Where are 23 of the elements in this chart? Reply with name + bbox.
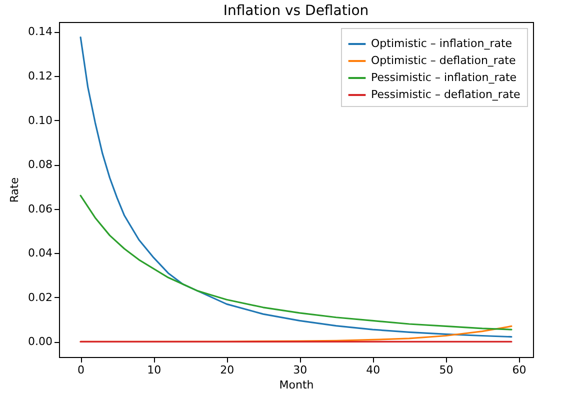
x-tick-label: 50 bbox=[439, 364, 454, 376]
y-tick-label: 0.04 bbox=[28, 246, 52, 260]
x-tick-label: 20 bbox=[220, 364, 234, 376]
legend-label: Optimistic – deflation_rate bbox=[371, 54, 516, 67]
x-tick-label: 10 bbox=[147, 364, 162, 376]
x-tick-label: 60 bbox=[512, 364, 526, 376]
y-tick-label: 0.14 bbox=[28, 25, 52, 38]
legend-label: Pessimistic – deflation_rate bbox=[371, 88, 521, 101]
y-tick-label: 0.06 bbox=[28, 202, 52, 216]
legend-label: Optimistic – inflation_rate bbox=[371, 37, 512, 50]
y-tick-label: 0.10 bbox=[28, 114, 52, 127]
chart-title: Inflation vs Deflation bbox=[223, 3, 369, 19]
x-axis-title: Month bbox=[279, 378, 314, 392]
y-tick-label: 0.12 bbox=[28, 70, 52, 83]
x-tick-label: 30 bbox=[293, 364, 308, 376]
x-tick-label: 40 bbox=[366, 364, 380, 376]
legend-label: Pessimistic – inflation_rate bbox=[371, 71, 517, 84]
y-axis-title: Rate bbox=[8, 177, 22, 203]
y-tick-label: 0.02 bbox=[28, 290, 52, 304]
line-series bbox=[80, 194, 512, 330]
x-tick-label: 0 bbox=[78, 364, 85, 376]
y-tick-label: 0.08 bbox=[28, 158, 52, 172]
y-tick-label: 0.00 bbox=[28, 335, 52, 348]
